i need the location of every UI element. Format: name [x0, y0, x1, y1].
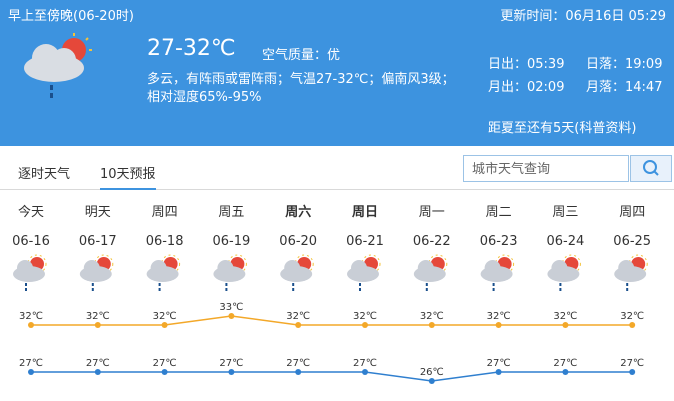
low-point [629, 369, 636, 375]
sunrise: 日出：05:39 [488, 57, 565, 72]
low-point [94, 369, 101, 375]
weekday: 周一 [419, 205, 445, 220]
high-point [228, 313, 235, 319]
date: 06-18 [146, 234, 184, 249]
moonset: 月落：14:47 [586, 80, 663, 95]
header: 早上至傍晚(06-20时) 更新时间：06月16日 05:29 27-32℃ 空… [0, 0, 674, 146]
weekday: 周四 [619, 205, 645, 220]
low-line [31, 371, 633, 382]
air-quality: 空气质量：优 [262, 48, 341, 63]
weather-icon [546, 254, 581, 292]
weekday: 周二 [486, 205, 512, 220]
low-label: 27℃ [620, 358, 644, 369]
high-label: 32℃ [420, 311, 444, 322]
update-time: 更新时间：06月16日 05:29 [500, 9, 666, 24]
high-label: 32℃ [19, 311, 43, 322]
low-label: 27℃ [487, 358, 511, 369]
date: 06-24 [547, 234, 585, 249]
date: 06-19 [213, 234, 251, 249]
low-label: 26℃ [420, 367, 444, 378]
sunset: 日落：19:09 [586, 57, 663, 72]
period: 早上至傍晚(06-20时) [8, 9, 134, 24]
weather-icon [146, 254, 181, 292]
high-point [161, 322, 168, 328]
high-label: 32℃ [286, 311, 310, 322]
search-icon [643, 160, 659, 176]
low-label: 27℃ [153, 358, 177, 369]
tabs: 逐时天气 10天预报 [0, 155, 674, 190]
weekday: 周日 [352, 205, 378, 220]
low-label: 27℃ [19, 358, 43, 369]
high-point [295, 322, 302, 328]
high-label: 32℃ [620, 311, 644, 322]
search-input[interactable]: 城市天气查询 [463, 155, 629, 182]
weather-icon [79, 254, 114, 292]
high-point [94, 322, 101, 328]
high-label: 32℃ [487, 311, 511, 322]
low-label: 27℃ [353, 358, 377, 369]
temperature: 27-32℃ [147, 36, 236, 61]
low-point [362, 369, 368, 375]
date: 06-17 [79, 234, 117, 249]
weather-icon [613, 254, 648, 292]
search-button[interactable] [630, 155, 672, 182]
date: 06-22 [413, 234, 451, 249]
low-label: 27℃ [553, 358, 577, 369]
low-label: 27℃ [219, 358, 243, 369]
low-point [228, 369, 235, 375]
weather-icon [279, 254, 314, 292]
weekday: 周三 [552, 205, 578, 220]
high-point [495, 322, 502, 328]
date: 06-25 [613, 234, 651, 249]
humidity: 相对湿度65%-95% [147, 90, 262, 105]
tab[interactable]: 逐时天气 [18, 167, 71, 182]
high-label: 32℃ [353, 311, 377, 322]
weather-icon [24, 33, 92, 98]
forecast: 今天 06-16 明天 06-17 周四 06-18 周五 06-19 周六 06-20 周日 06-… [12, 204, 651, 384]
high-point [629, 322, 636, 328]
low-point [495, 369, 502, 375]
moonrise: 月出：02:09 [488, 80, 565, 95]
weekday: 周六 [285, 204, 311, 220]
weather-icon [480, 254, 515, 292]
high-label: 32℃ [86, 311, 110, 322]
high-label: 32℃ [553, 311, 577, 322]
solstice-note[interactable]: 距夏至还有5天(科普资料) [488, 121, 637, 136]
high-point [28, 322, 34, 328]
weekday: 明天 [85, 205, 111, 220]
high-label: 32℃ [153, 311, 177, 322]
date: 06-21 [346, 234, 384, 249]
weather-icon [413, 254, 448, 292]
weather-icon [212, 254, 247, 292]
description: 多云，有阵雨或雷阵雨；气温27-32℃；偏南风3级； [147, 72, 455, 87]
high-line [31, 315, 633, 326]
date: 06-20 [279, 234, 317, 249]
low-point [161, 369, 168, 375]
weekday: 今天 [18, 204, 44, 220]
high-point [362, 322, 368, 328]
weekday: 周五 [218, 205, 244, 220]
low-point [428, 378, 435, 384]
low-point [562, 369, 569, 375]
tab-active[interactable]: 10天预报 [100, 163, 156, 190]
low-point [28, 369, 34, 375]
low-label: 27℃ [286, 358, 310, 369]
high-label: 33℃ [219, 302, 243, 313]
weather-icon [12, 254, 47, 292]
weather-icon [346, 254, 381, 292]
high-point [428, 322, 435, 328]
low-point [295, 369, 302, 375]
low-label: 27℃ [86, 358, 110, 369]
high-point [562, 322, 569, 328]
weekday: 周四 [152, 205, 178, 220]
date: 06-23 [480, 234, 518, 249]
date: 06-16 [12, 234, 50, 249]
